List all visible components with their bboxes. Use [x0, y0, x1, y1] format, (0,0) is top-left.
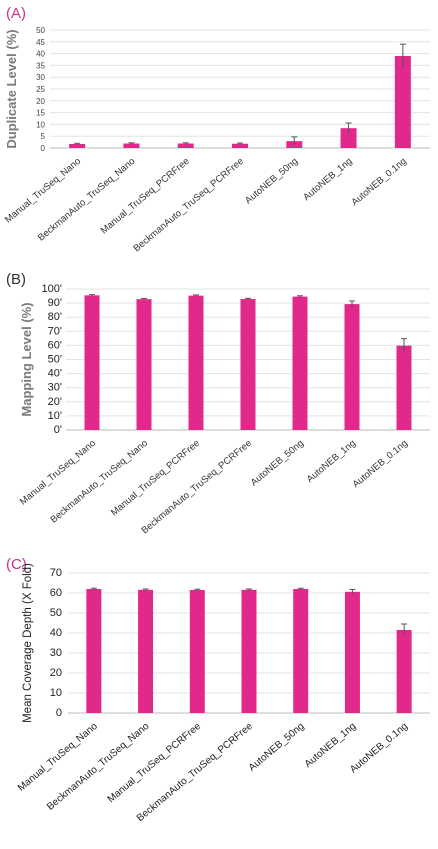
y-tick-label: 10 — [36, 120, 45, 129]
y-tick-label: 50 — [36, 26, 45, 35]
y-tick-label: 80' — [48, 311, 62, 323]
y-tick-label: 0 — [41, 144, 46, 153]
y-tick-label: 30 — [50, 647, 62, 659]
x-tick-label: Manual_TruSeq_PCRFree — [99, 156, 192, 236]
bar — [136, 299, 152, 430]
chart-panel-c: (C) 0 10 20 30 40 50 60 70 Mean Coverage Depth (X… — [6, 556, 430, 824]
bar — [293, 589, 309, 713]
y-tick-label: 40 — [50, 627, 62, 639]
x-tick-label: Manual_TruSeq_PCRFree — [109, 438, 202, 518]
bar — [177, 143, 194, 148]
bar — [188, 295, 204, 430]
x-tick-label: AutoNEB_1ng — [301, 156, 354, 203]
x-tick-label: Manual_TruSeq_PCRFree — [106, 721, 204, 806]
bar — [189, 590, 205, 713]
x-tick-label: AutoNEB_0.1ng — [350, 156, 409, 208]
bar — [232, 143, 248, 148]
x-tick-label: BeckmanAuto_TruSeq_PCRFree — [132, 156, 246, 254]
y-axis-label: Mapping Level (%) — [19, 302, 34, 416]
y-tick-label: 45 — [36, 38, 45, 47]
bar — [396, 345, 412, 430]
bar — [394, 55, 411, 148]
y-axis-label: Mean Coverage Depth (X Fold) — [22, 563, 34, 723]
y-tick-label: 15 — [36, 109, 45, 118]
y-tick-label: 30 — [36, 73, 45, 82]
bar — [86, 589, 102, 713]
y-tick-label: 5 — [41, 132, 46, 141]
bar — [340, 128, 357, 148]
bar — [396, 630, 412, 713]
y-tick-label: 40' — [48, 368, 62, 380]
y-tick-label: 50' — [48, 354, 62, 366]
y-tick-label: 30' — [48, 382, 62, 394]
y-tick-label: 100' — [42, 283, 62, 295]
y-tick-label: 60 — [50, 587, 62, 599]
bar — [344, 304, 360, 430]
x-tick-label: BeckmanAuto_TruSeq_PCRFree — [140, 438, 254, 536]
y-tick-label: 50 — [50, 607, 62, 619]
x-tick-label: AutoNEB_50ng — [249, 438, 306, 489]
y-tick-label: 10 — [50, 687, 62, 699]
chart-panel-a: (A) 0 5 10 15 20 25 30 35 40 45 50 Duplicate Level (… — [3, 5, 430, 254]
bar — [292, 296, 308, 430]
x-tick-label: AutoNEB_0.1ng — [351, 438, 410, 490]
panel-label: (A) — [6, 5, 26, 22]
y-tick-label: 70' — [48, 325, 62, 337]
bar — [69, 143, 86, 148]
y-tick-label: 10' — [48, 410, 62, 422]
panel-label: (C) — [6, 556, 27, 573]
x-tick-label: BeckmanAuto_TruSeq_Nano — [45, 721, 152, 813]
x-tick-label: AutoNEB_1ng — [303, 721, 359, 770]
y-tick-label: 0 — [56, 707, 62, 719]
bar — [240, 299, 256, 430]
y-tick-label: 70 — [50, 567, 62, 579]
y-tick-label: 20' — [48, 396, 62, 408]
x-tick-label: AutoNEB_1ng — [305, 438, 358, 485]
y-tick-label: 35 — [36, 61, 45, 70]
bar — [344, 591, 360, 713]
y-tick-label: 40 — [36, 50, 45, 59]
bar — [138, 589, 154, 713]
y-tick-label: 20 — [50, 667, 62, 679]
y-tick-label: 90' — [48, 297, 62, 309]
x-tick-label: AutoNEB_50ng — [247, 721, 307, 774]
x-tick-label: BeckmanAuto_TruSeq_Nano — [36, 156, 137, 244]
x-tick-label: AutoNEB_50ng — [243, 156, 300, 207]
y-axis-label: Duplicate Level (%) — [4, 29, 19, 148]
y-tick-label: 20 — [36, 97, 45, 106]
bar — [123, 143, 140, 148]
y-tick-label: 60' — [48, 339, 62, 351]
bar — [84, 295, 100, 430]
panel-label: (B) — [6, 271, 26, 288]
chart-panel-b: (B) 0' 10' 20' 30' 40' 50' 60' 70' 80' 90' 100' Mapp… — [6, 271, 430, 536]
y-tick-label: 0' — [54, 424, 62, 436]
y-tick-label: 25 — [36, 85, 45, 94]
x-tick-label: BeckmanAuto_TruSeq_Nano — [48, 438, 149, 526]
bar — [241, 589, 257, 713]
